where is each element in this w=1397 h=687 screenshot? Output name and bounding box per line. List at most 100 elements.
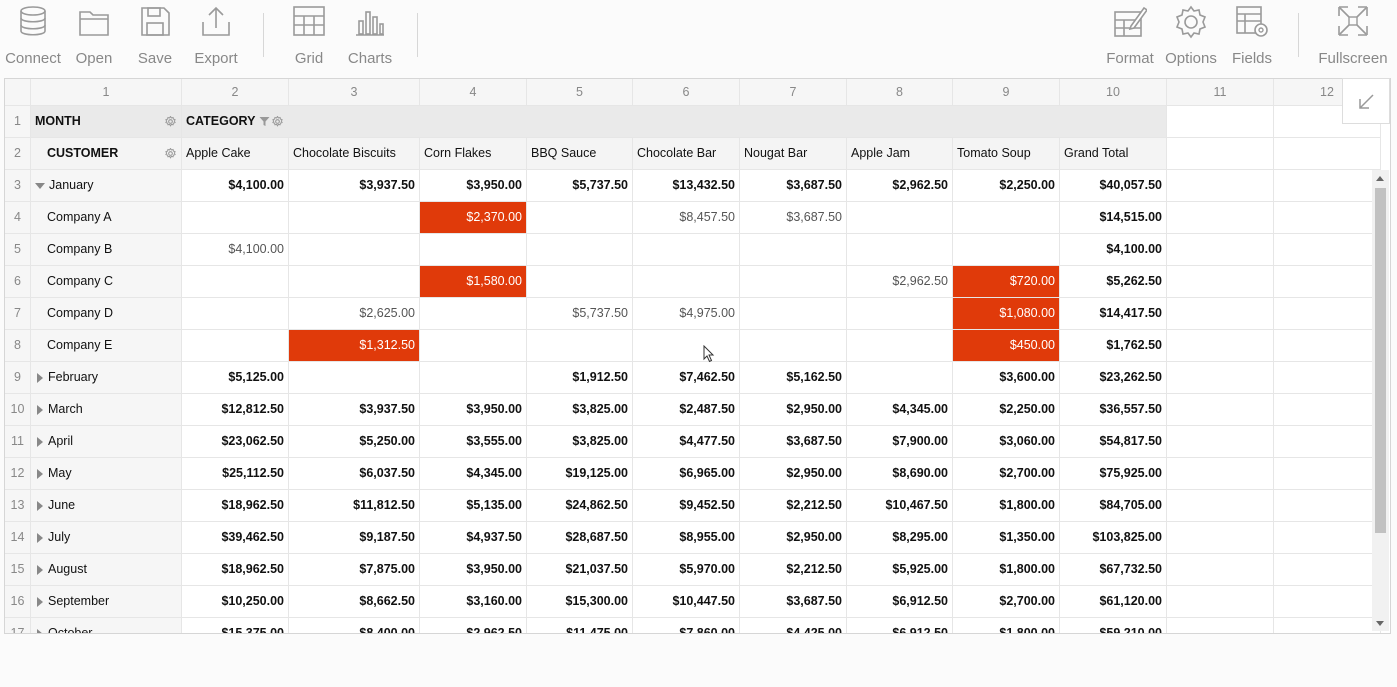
data-cell[interactable]: $1,080.00 bbox=[953, 298, 1060, 330]
data-cell[interactable]: $3,825.00 bbox=[527, 394, 633, 426]
data-cell[interactable]: $2,962.50 bbox=[420, 618, 527, 633]
data-cell[interactable]: $8,295.00 bbox=[847, 522, 953, 554]
month-row-header[interactable]: May bbox=[31, 458, 182, 490]
data-cell[interactable]: $7,900.00 bbox=[847, 426, 953, 458]
grid-button[interactable]: Grid bbox=[278, 0, 340, 74]
data-cell[interactable]: $10,467.50 bbox=[847, 490, 953, 522]
data-cell[interactable]: $1,350.00 bbox=[953, 522, 1060, 554]
category-column-header[interactable]: Chocolate Biscuits bbox=[289, 138, 420, 170]
data-cell[interactable] bbox=[289, 266, 420, 298]
data-cell[interactable]: $19,125.00 bbox=[527, 458, 633, 490]
scroll-up-arrow[interactable] bbox=[1376, 176, 1384, 181]
data-cell[interactable]: $2,962.50 bbox=[847, 266, 953, 298]
data-cell[interactable]: $4,100.00 bbox=[1060, 234, 1167, 266]
data-cell[interactable]: $1,912.50 bbox=[527, 362, 633, 394]
data-cell[interactable]: $5,925.00 bbox=[847, 554, 953, 586]
data-cell[interactable]: $1,762.50 bbox=[1060, 330, 1167, 362]
data-cell[interactable] bbox=[847, 330, 953, 362]
data-cell[interactable]: $2,950.00 bbox=[740, 394, 847, 426]
data-cell[interactable]: $61,120.00 bbox=[1060, 586, 1167, 618]
expand-arrow-icon[interactable] bbox=[37, 404, 43, 415]
category-column-header[interactable]: BBQ Sauce bbox=[527, 138, 633, 170]
collapse-arrow-icon[interactable] bbox=[35, 182, 45, 189]
data-cell[interactable]: $2,625.00 bbox=[289, 298, 420, 330]
data-cell[interactable] bbox=[182, 266, 289, 298]
data-cell[interactable]: $11,812.50 bbox=[289, 490, 420, 522]
data-cell[interactable]: $39,462.50 bbox=[182, 522, 289, 554]
month-header[interactable]: MONTH bbox=[31, 106, 182, 138]
data-cell[interactable]: $2,250.00 bbox=[953, 394, 1060, 426]
data-cell[interactable]: $1,800.00 bbox=[953, 618, 1060, 633]
data-cell[interactable] bbox=[420, 298, 527, 330]
data-cell[interactable]: $3,687.50 bbox=[740, 202, 847, 234]
data-cell[interactable]: $7,875.00 bbox=[289, 554, 420, 586]
month-row-header[interactable]: January bbox=[31, 170, 182, 202]
data-cell[interactable] bbox=[847, 362, 953, 394]
data-cell[interactable] bbox=[633, 330, 740, 362]
data-cell[interactable]: $720.00 bbox=[953, 266, 1060, 298]
fullscreen-button[interactable]: Fullscreen bbox=[1318, 0, 1388, 74]
filter-icon[interactable] bbox=[259, 116, 270, 127]
data-cell[interactable]: $3,687.50 bbox=[740, 426, 847, 458]
data-cell[interactable]: $23,262.50 bbox=[1060, 362, 1167, 394]
data-cell[interactable]: $84,705.00 bbox=[1060, 490, 1167, 522]
data-cell[interactable]: $1,800.00 bbox=[953, 554, 1060, 586]
data-cell[interactable]: $25,112.50 bbox=[182, 458, 289, 490]
data-cell[interactable]: $18,962.50 bbox=[182, 490, 289, 522]
data-cell[interactable] bbox=[289, 362, 420, 394]
data-cell[interactable] bbox=[182, 298, 289, 330]
data-cell[interactable] bbox=[740, 234, 847, 266]
data-cell[interactable]: $103,825.00 bbox=[1060, 522, 1167, 554]
data-cell[interactable] bbox=[182, 202, 289, 234]
data-cell[interactable]: $5,135.00 bbox=[420, 490, 527, 522]
data-cell[interactable]: $450.00 bbox=[953, 330, 1060, 362]
month-row-header[interactable]: February bbox=[31, 362, 182, 394]
data-cell[interactable] bbox=[847, 234, 953, 266]
data-cell[interactable]: $8,690.00 bbox=[847, 458, 953, 490]
month-row-header[interactable]: April bbox=[31, 426, 182, 458]
data-cell[interactable]: $24,862.50 bbox=[527, 490, 633, 522]
data-cell[interactable] bbox=[527, 202, 633, 234]
data-cell[interactable]: $2,212.50 bbox=[740, 554, 847, 586]
data-cell[interactable]: $15,375.00 bbox=[182, 618, 289, 633]
category-column-header[interactable]: Tomato Soup bbox=[953, 138, 1060, 170]
month-row-header[interactable]: October bbox=[31, 618, 182, 633]
data-cell[interactable]: $2,487.50 bbox=[633, 394, 740, 426]
category-header[interactable]: CATEGORY bbox=[182, 106, 1167, 138]
data-cell[interactable]: $3,950.00 bbox=[420, 554, 527, 586]
customer-header[interactable]: CUSTOMER bbox=[31, 138, 182, 170]
data-cell[interactable] bbox=[182, 330, 289, 362]
data-cell[interactable]: $4,100.00 bbox=[182, 234, 289, 266]
month-row-header[interactable]: March bbox=[31, 394, 182, 426]
expand-arrow-icon[interactable] bbox=[37, 436, 43, 447]
data-cell[interactable]: $6,965.00 bbox=[633, 458, 740, 490]
data-cell[interactable]: $4,345.00 bbox=[420, 458, 527, 490]
data-cell[interactable]: $54,817.50 bbox=[1060, 426, 1167, 458]
data-cell[interactable]: $1,580.00 bbox=[420, 266, 527, 298]
data-cell[interactable]: $11,475.00 bbox=[527, 618, 633, 633]
data-cell[interactable]: $7,860.00 bbox=[633, 618, 740, 633]
export-button[interactable]: Export bbox=[185, 0, 247, 74]
data-cell[interactable]: $9,187.50 bbox=[289, 522, 420, 554]
minimize-button[interactable] bbox=[1342, 78, 1390, 124]
data-cell[interactable]: $14,417.50 bbox=[1060, 298, 1167, 330]
data-cell[interactable]: $4,425.00 bbox=[740, 618, 847, 633]
data-cell[interactable] bbox=[527, 266, 633, 298]
data-cell[interactable]: $5,737.50 bbox=[527, 170, 633, 202]
data-cell[interactable]: $21,037.50 bbox=[527, 554, 633, 586]
scroll-down-arrow[interactable] bbox=[1376, 621, 1384, 626]
category-column-header[interactable]: Chocolate Bar bbox=[633, 138, 740, 170]
data-cell[interactable] bbox=[740, 298, 847, 330]
data-cell[interactable]: $3,937.50 bbox=[289, 170, 420, 202]
data-cell[interactable]: $6,912.50 bbox=[847, 586, 953, 618]
data-cell[interactable]: $10,447.50 bbox=[633, 586, 740, 618]
data-cell[interactable] bbox=[633, 266, 740, 298]
scroll-thumb[interactable] bbox=[1375, 188, 1386, 533]
expand-arrow-icon[interactable] bbox=[37, 564, 43, 575]
expand-arrow-icon[interactable] bbox=[37, 628, 43, 633]
data-cell[interactable]: $4,100.00 bbox=[182, 170, 289, 202]
expand-arrow-icon[interactable] bbox=[37, 372, 43, 383]
data-cell[interactable]: $8,662.50 bbox=[289, 586, 420, 618]
data-cell[interactable]: $36,557.50 bbox=[1060, 394, 1167, 426]
data-cell[interactable]: $59,210.00 bbox=[1060, 618, 1167, 633]
